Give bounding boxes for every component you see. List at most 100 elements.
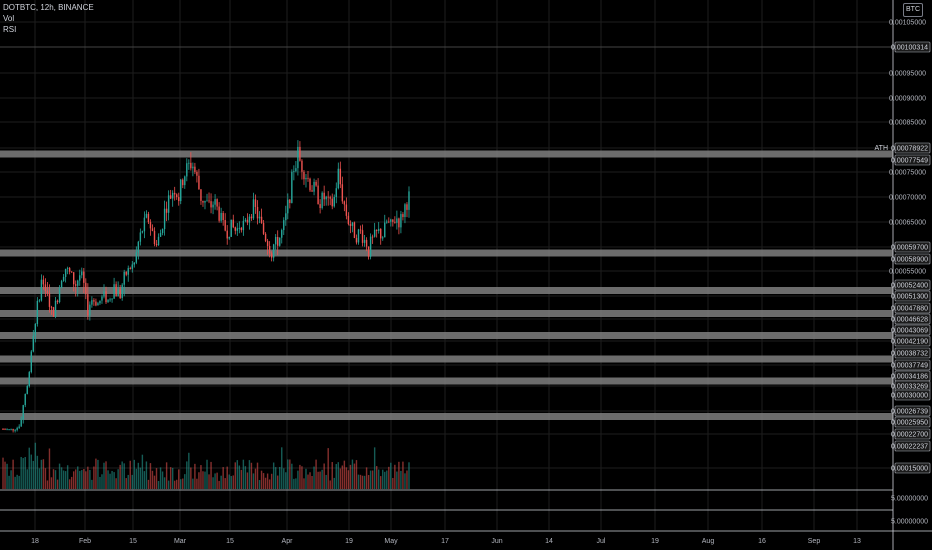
- time-tick-label: Sep: [808, 538, 821, 545]
- volume-bar: [264, 477, 267, 489]
- candle-body: [276, 236, 279, 246]
- price-level-box: [894, 405, 931, 417]
- candle-body: [115, 284, 117, 297]
- candle-body: [266, 240, 269, 247]
- candle-body: [325, 196, 327, 200]
- price-level-label: 0.00047880: [891, 306, 928, 313]
- candle-body: [260, 216, 263, 223]
- candle-body: [250, 216, 253, 219]
- candle-body: [281, 230, 283, 238]
- candle-body: [28, 372, 30, 387]
- price-level-box: [894, 241, 931, 253]
- price-level-label: 0.00058900: [891, 257, 928, 264]
- price-level-label: 0.00052400: [891, 283, 928, 290]
- candle-body: [345, 204, 348, 216]
- volume-bar: [196, 478, 198, 489]
- candle-body: [270, 253, 273, 258]
- candle-body: [16, 427, 18, 430]
- volume-bar: [377, 469, 380, 489]
- price-level-box: [894, 279, 931, 291]
- volume-bar: [32, 460, 35, 489]
- price-axis[interactable]: 0.00105000 0.00095000 0.00090000 0.00085000…: [875, 20, 931, 526]
- candle-body: [283, 220, 285, 231]
- volume-bar: [149, 463, 152, 489]
- volume-bar: [311, 475, 313, 489]
- candle-body: [10, 428, 12, 430]
- volume-bar: [44, 468, 47, 489]
- candle-body: [396, 218, 398, 223]
- time-tick-label: 15: [226, 538, 234, 545]
- time-tick-label: 13: [853, 538, 861, 545]
- volume-bar: [404, 473, 406, 489]
- candle-body: [93, 300, 95, 302]
- volume-bars: [2, 442, 410, 489]
- volume-bar: [60, 467, 63, 489]
- volume-bar: [252, 473, 255, 489]
- price-level-label: 0.00059700: [891, 245, 928, 252]
- volume-bar: [363, 475, 366, 489]
- candle-body: [145, 213, 148, 218]
- candle-body: [48, 292, 51, 307]
- candle-body: [236, 228, 239, 231]
- volume-bar: [206, 459, 208, 489]
- candle-body: [339, 168, 342, 185]
- candle-body: [388, 221, 390, 223]
- candle-body: [68, 268, 71, 272]
- candle-body: [133, 262, 136, 265]
- rsi-tick-label: 5.00000000: [891, 496, 928, 503]
- currency-button[interactable]: BTC: [903, 3, 923, 17]
- candle-body: [268, 246, 271, 254]
- candle-body: [111, 298, 113, 300]
- volume-bar: [62, 470, 65, 489]
- volume-bar: [173, 480, 176, 489]
- candle-body: [149, 222, 152, 229]
- volume-bar: [214, 473, 216, 489]
- volume-bar: [242, 459, 245, 489]
- candle-body: [380, 228, 382, 239]
- volume-bar: [93, 466, 95, 489]
- candle-body: [327, 196, 329, 198]
- volume-bar: [234, 462, 236, 489]
- volume-bar: [345, 467, 348, 489]
- candle-body: [87, 294, 89, 316]
- volume-bar: [200, 465, 202, 489]
- price-level-label: 0.00077549: [891, 158, 928, 165]
- candle-body: [373, 229, 376, 237]
- volume-bar: [89, 469, 91, 489]
- candle-body: [303, 171, 305, 180]
- candle-body: [176, 194, 178, 198]
- time-tick-label: 19: [345, 538, 353, 545]
- time-axis[interactable]: 18 Feb 15 Mar 15 Apr 19 May 17 Jun 14 Jul 19 Aug 16 Sep…: [31, 538, 861, 545]
- candle-body: [365, 239, 368, 247]
- candle-body: [254, 199, 257, 207]
- candle-body: [139, 232, 142, 242]
- volume-bar: [349, 464, 352, 489]
- rsi-tick-label: 5.00000000: [891, 519, 928, 526]
- volume-bar: [402, 461, 404, 489]
- zone-band: [0, 332, 893, 339]
- volume-bar: [279, 466, 281, 489]
- time-tick-label: May: [384, 538, 398, 545]
- volume-bar: [266, 473, 269, 489]
- candle-body: [20, 419, 22, 427]
- volume-bar: [109, 473, 111, 489]
- candle-body: [52, 307, 55, 317]
- candle-body: [34, 323, 37, 336]
- candle-body: [12, 428, 14, 431]
- volume-bar: [180, 479, 182, 489]
- candle-body: [26, 386, 28, 394]
- candle-body: [56, 300, 59, 303]
- volume-bar: [313, 466, 315, 489]
- volume-bar: [341, 465, 344, 489]
- volume-legend: Vol: [3, 14, 15, 23]
- volume-bar: [337, 462, 340, 489]
- price-level-label: 0.00015000: [891, 466, 928, 473]
- volume-bar: [301, 466, 303, 489]
- volume-bar: [123, 463, 125, 489]
- volume-bar: [218, 480, 220, 489]
- volume-bar: [135, 468, 138, 489]
- volume-bar: [38, 468, 41, 489]
- price-level-label: 0.00026739: [891, 409, 928, 416]
